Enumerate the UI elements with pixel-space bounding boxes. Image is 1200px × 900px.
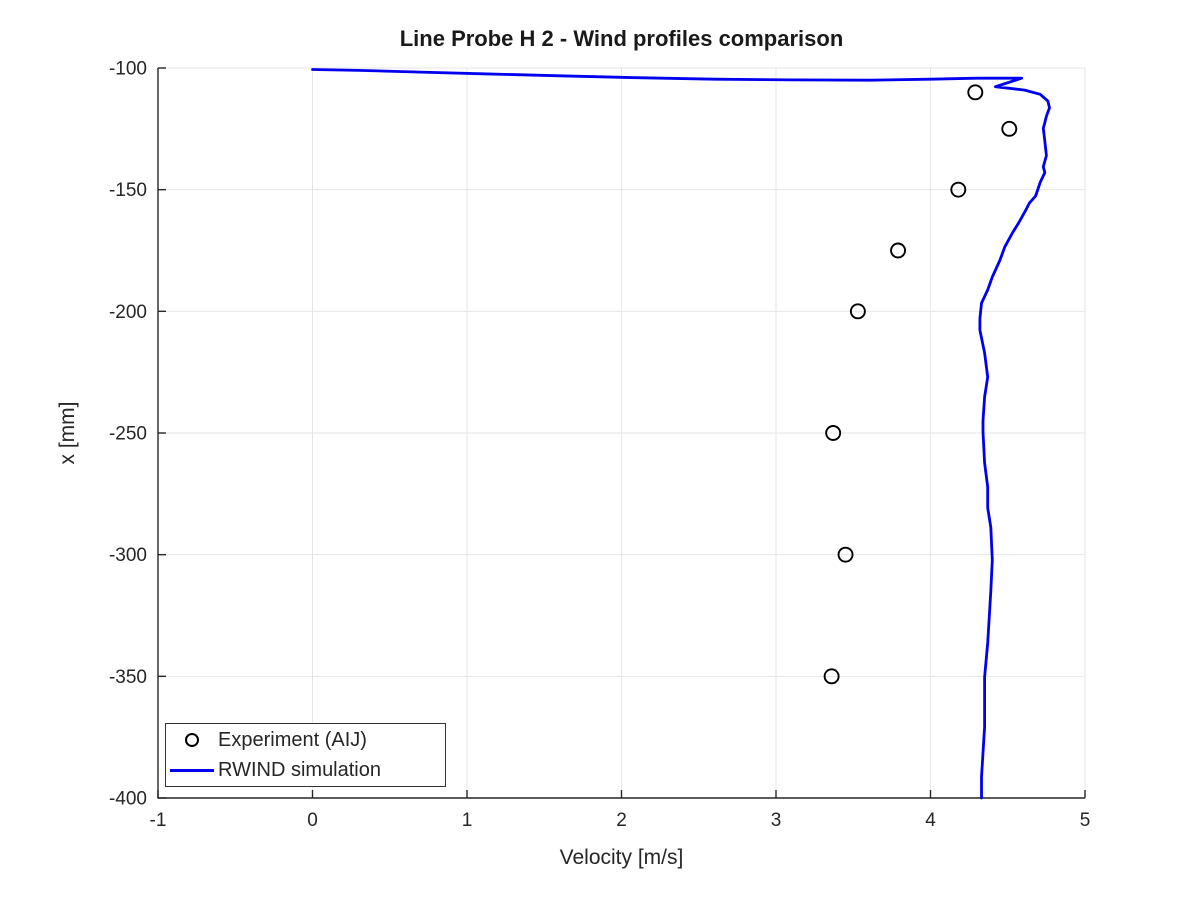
x-tick-label-1: 0 xyxy=(307,810,318,831)
experiment-point-3 xyxy=(890,242,907,259)
y-axis-label: x [mm] xyxy=(56,401,79,465)
x-tick-label-4: 3 xyxy=(771,810,782,831)
legend-item-simulation: RWIND simulation xyxy=(166,755,445,785)
x-axis-label: Velocity [m/s] xyxy=(559,846,684,869)
x-tick-label-2: 1 xyxy=(462,810,473,831)
y-tick-label-4: -300 xyxy=(109,545,147,566)
experiment-point-2 xyxy=(950,181,967,198)
experiment-point-1 xyxy=(1001,120,1018,137)
experiment-point-0 xyxy=(967,84,984,101)
legend-label-experiment: Experiment (AIJ) xyxy=(218,728,367,751)
y-tick-label-5: -350 xyxy=(109,667,147,688)
chart-title: Line Probe H 2 - Wind profiles compariso… xyxy=(399,26,844,51)
experiment-point-5 xyxy=(825,425,842,441)
legend-label-simulation: RWIND simulation xyxy=(218,758,381,781)
experiment-point-4 xyxy=(849,303,866,320)
simulation-line-icon xyxy=(170,768,214,772)
y-tick-label-0: -100 xyxy=(109,59,147,80)
legend-item-experiment: Experiment (AIJ) xyxy=(166,725,445,755)
experiment-point-7 xyxy=(823,668,840,685)
y-tick-label-2: -200 xyxy=(109,302,147,323)
simulation-line xyxy=(311,68,1051,800)
y-tick-label-3: -250 xyxy=(109,424,147,445)
y-tick-label-6: -400 xyxy=(109,789,147,810)
x-tick-label-3: 2 xyxy=(616,810,627,831)
x-tick-label-6: 5 xyxy=(1080,810,1091,831)
legend: Experiment (AIJ) RWIND simulation xyxy=(165,723,446,787)
x-tick-label-0: -1 xyxy=(150,810,167,831)
x-tick-label-5: 4 xyxy=(925,810,936,831)
y-tick-label-1: -150 xyxy=(109,180,147,201)
experiment-marker-icon xyxy=(185,733,199,747)
experiment-point-6 xyxy=(837,546,854,563)
